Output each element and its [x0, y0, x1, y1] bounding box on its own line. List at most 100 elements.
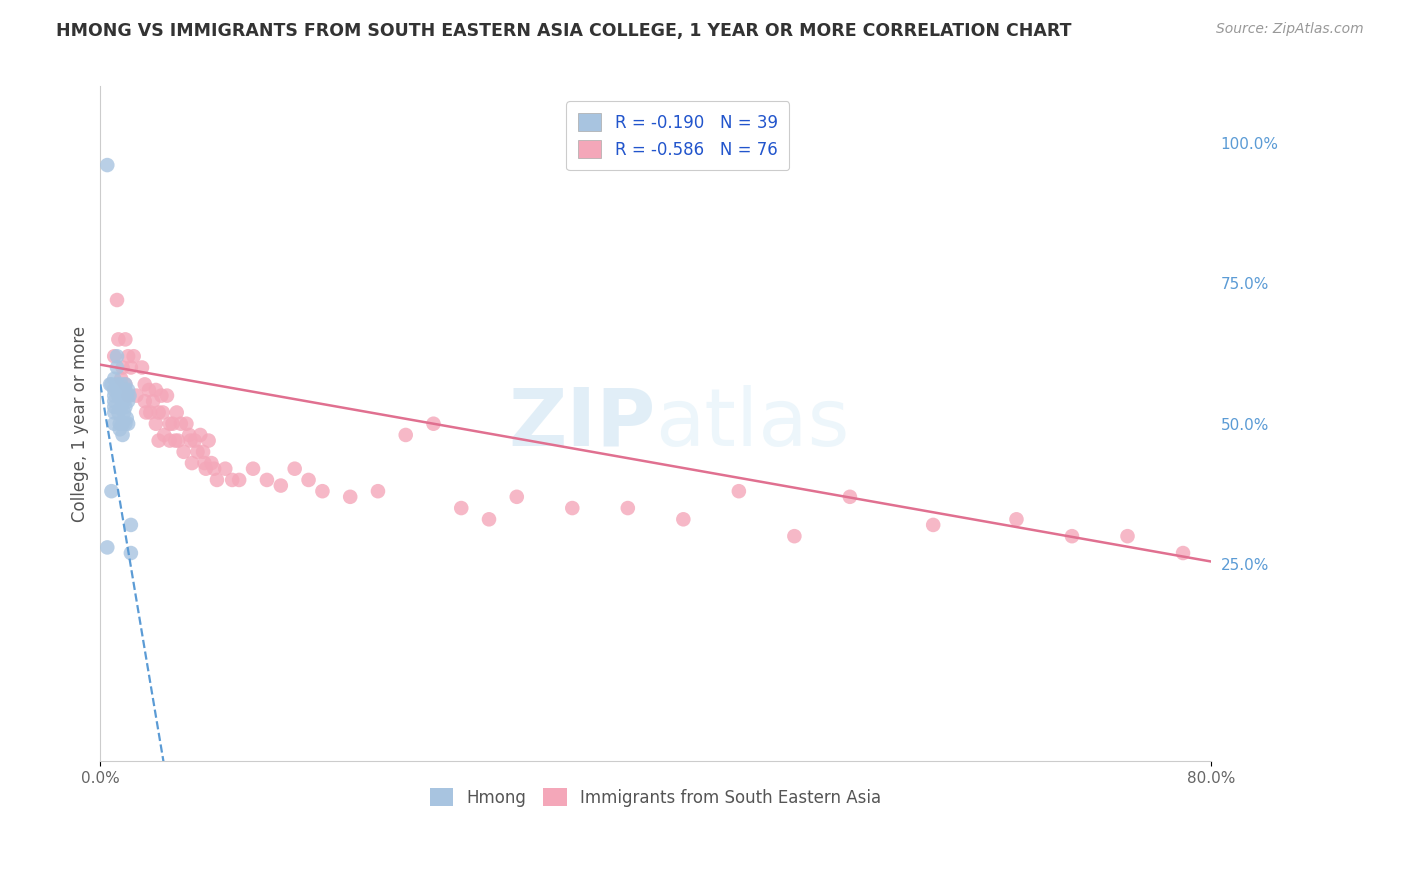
Point: [107, 332, 129, 346]
Point: [105, 377, 128, 392]
Point: [339, 490, 361, 504]
Point: [367, 484, 389, 499]
Point: [228, 473, 250, 487]
Point: [107, 405, 129, 419]
Point: [422, 417, 444, 431]
Point: [134, 377, 156, 392]
Point: [117, 383, 139, 397]
Point: [242, 461, 264, 475]
Point: [478, 512, 501, 526]
Point: [186, 445, 208, 459]
Point: [117, 394, 139, 409]
Point: [125, 389, 148, 403]
Point: [114, 400, 136, 414]
Point: [1060, 529, 1083, 543]
Point: [111, 428, 134, 442]
Point: [145, 383, 167, 397]
Point: [100, 484, 122, 499]
Point: [105, 383, 128, 397]
Point: [103, 417, 125, 431]
Point: [145, 417, 167, 431]
Point: [142, 394, 165, 409]
Point: [728, 484, 751, 499]
Point: [159, 434, 181, 448]
Point: [120, 546, 142, 560]
Point: [179, 428, 201, 442]
Point: [176, 417, 198, 431]
Point: [191, 445, 214, 459]
Point: [135, 405, 157, 419]
Point: [202, 461, 225, 475]
Point: [111, 417, 134, 431]
Point: [1171, 546, 1194, 560]
Point: [170, 417, 193, 431]
Point: [214, 461, 236, 475]
Point: [103, 372, 125, 386]
Point: [114, 417, 136, 431]
Text: ZIP: ZIP: [509, 384, 655, 463]
Point: [150, 389, 173, 403]
Point: [450, 501, 472, 516]
Point: [167, 434, 190, 448]
Point: [672, 512, 695, 526]
Point: [114, 332, 136, 346]
Point: [96, 158, 118, 172]
Point: [100, 377, 122, 392]
Y-axis label: College, 1 year or more: College, 1 year or more: [72, 326, 89, 522]
Point: [148, 405, 170, 419]
Point: [139, 405, 162, 419]
Point: [122, 349, 145, 363]
Point: [256, 473, 278, 487]
Legend: Hmong, Immigrants from South Eastern Asia: Hmong, Immigrants from South Eastern Asi…: [423, 781, 887, 814]
Point: [181, 456, 204, 470]
Point: [107, 389, 129, 403]
Point: [98, 377, 121, 392]
Point: [114, 383, 136, 397]
Point: [117, 417, 139, 431]
Point: [184, 434, 207, 448]
Text: atlas: atlas: [655, 384, 851, 463]
Point: [120, 517, 142, 532]
Point: [838, 490, 860, 504]
Point: [194, 461, 217, 475]
Point: [922, 517, 945, 532]
Text: HMONG VS IMMIGRANTS FROM SOUTH EASTERN ASIA COLLEGE, 1 YEAR OR MORE CORRELATION : HMONG VS IMMIGRANTS FROM SOUTH EASTERN A…: [56, 22, 1071, 40]
Point: [105, 293, 128, 307]
Point: [152, 405, 174, 419]
Point: [297, 473, 319, 487]
Point: [96, 541, 118, 555]
Point: [110, 377, 132, 392]
Point: [197, 434, 219, 448]
Point: [173, 445, 195, 459]
Point: [103, 383, 125, 397]
Point: [110, 389, 132, 403]
Point: [153, 428, 176, 442]
Point: [105, 360, 128, 375]
Point: [131, 360, 153, 375]
Point: [270, 478, 292, 492]
Point: [103, 405, 125, 419]
Point: [156, 389, 179, 403]
Point: [1116, 529, 1139, 543]
Point: [110, 400, 132, 414]
Point: [193, 456, 215, 470]
Point: [110, 372, 132, 386]
Point: [561, 501, 583, 516]
Point: [138, 383, 160, 397]
Point: [108, 422, 131, 436]
Point: [115, 411, 138, 425]
Point: [115, 389, 138, 403]
Point: [103, 349, 125, 363]
Point: [103, 394, 125, 409]
Point: [159, 417, 181, 431]
Point: [103, 389, 125, 403]
Point: [1005, 512, 1028, 526]
Point: [783, 529, 806, 543]
Point: [165, 434, 187, 448]
Point: [200, 456, 222, 470]
Point: [105, 349, 128, 363]
Point: [114, 377, 136, 392]
Point: [148, 434, 170, 448]
Point: [118, 389, 141, 403]
Point: [103, 400, 125, 414]
